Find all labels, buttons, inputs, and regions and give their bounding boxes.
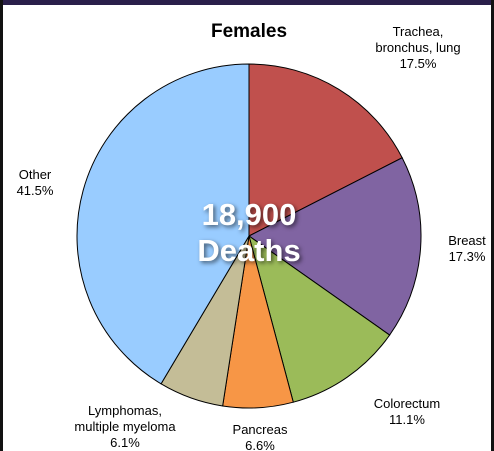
center-label: 18,900 [202,197,297,232]
slice-label: bronchus, lung [375,40,460,55]
slice-label: Other [19,167,52,182]
right-border [491,0,494,451]
slice-label: Colorectum [374,396,440,411]
value-label: 6.6% [245,438,275,451]
top-border [0,0,494,5]
value-label: 17.3% [449,249,486,264]
chart-title: Females [211,21,287,42]
slice [248,63,403,237]
value-label: 6.1% [110,435,140,450]
slice-label: Pancreas [233,422,288,437]
slice-label: multiple myeloma [74,419,176,434]
slice-label: Lymphomas, [88,403,162,418]
slice-label: Trachea, [393,24,444,39]
center-label: Deaths [197,233,300,268]
pie [76,63,422,409]
slice-label: Breast [448,233,486,248]
slice [248,157,422,336]
left-border [0,0,3,451]
value-label: 11.1% [389,412,425,427]
value-label: 41.5% [17,183,54,198]
slice [248,234,391,403]
slice [76,63,250,385]
value-label: 17.5% [400,56,437,71]
